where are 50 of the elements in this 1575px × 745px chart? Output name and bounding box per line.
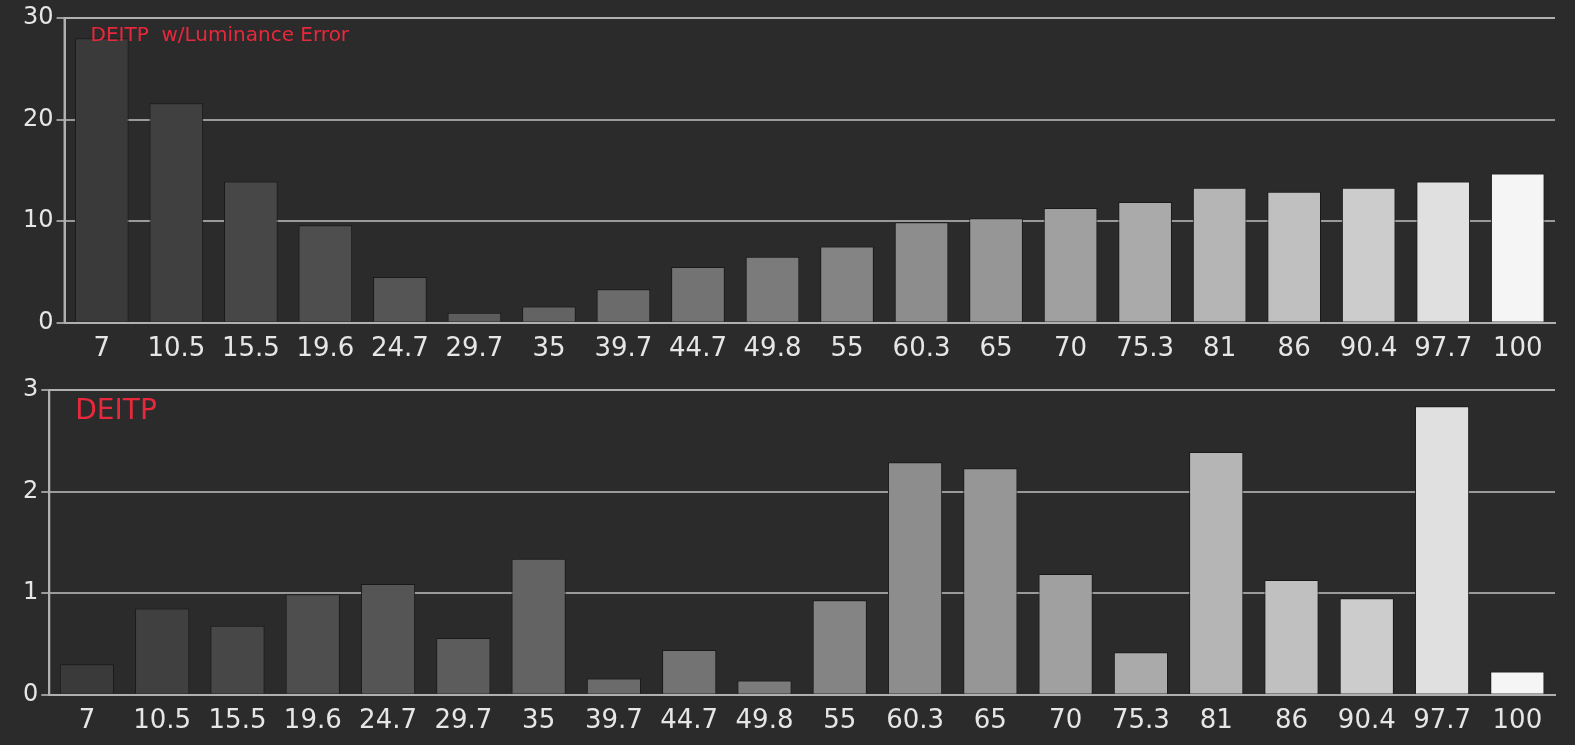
y-tick-label: 20 xyxy=(22,103,54,132)
x-tick-label: 10.5 xyxy=(147,332,206,363)
x-tick-label: 55 xyxy=(830,332,864,363)
x-tick-label: 90.4 xyxy=(1337,704,1396,735)
x-tick-label: 100 xyxy=(1492,704,1543,735)
x-tick-label: 97.7 xyxy=(1414,332,1473,363)
x-tick-label: 49.8 xyxy=(743,332,802,363)
x-tick-label: 29.7 xyxy=(445,332,504,363)
x-tick-label: 55 xyxy=(823,704,857,735)
x-tick-label: 35 xyxy=(522,704,556,735)
y-tick-label: 30 xyxy=(22,2,54,31)
x-tick-label: 24.7 xyxy=(359,704,417,735)
x-tick-label: 100 xyxy=(1492,332,1543,363)
x-tick-label: 81 xyxy=(1203,332,1237,363)
x-tick-label: 65 xyxy=(973,704,1007,735)
x-tick-label: 49.8 xyxy=(735,704,794,735)
x-tick-label: 60.3 xyxy=(892,332,951,363)
chart-title: DEITP w/Luminance Error xyxy=(90,22,350,47)
x-tick-label: 70 xyxy=(1049,704,1083,735)
x-tick-label: 86 xyxy=(1277,332,1311,363)
x-tick-label: 90.4 xyxy=(1339,332,1398,363)
y-tick-label: 1 xyxy=(22,577,39,606)
x-tick-label: 75.3 xyxy=(1111,704,1170,735)
x-tick-label: 44.7 xyxy=(669,332,727,363)
x-tick-label: 19.6 xyxy=(283,704,342,735)
y-tick-label: 0 xyxy=(38,307,54,336)
x-tick-label: 97.7 xyxy=(1413,704,1472,735)
x-tick-label: 86 xyxy=(1274,704,1309,735)
x-tick-label: 10.5 xyxy=(133,704,192,735)
x-tick-label: 35 xyxy=(532,332,566,363)
x-tick-label: 75.3 xyxy=(1116,332,1175,363)
y-tick-label: 3 xyxy=(22,374,39,403)
x-tick-label: 7 xyxy=(93,332,111,363)
y-tick-label: 0 xyxy=(22,679,39,708)
y-tick-label: 10 xyxy=(22,205,54,234)
x-tick-label: 70 xyxy=(1054,332,1088,363)
y-tick-label: 2 xyxy=(22,475,39,504)
chart-title: DEITP xyxy=(75,393,157,427)
x-tick-label: 39.7 xyxy=(584,704,643,735)
x-tick-label: 7 xyxy=(78,704,96,735)
x-tick-label: 44.7 xyxy=(660,704,719,735)
x-tick-label: 15.5 xyxy=(208,704,267,735)
x-tick-label: 39.7 xyxy=(594,332,653,363)
x-tick-label: 19.6 xyxy=(296,332,355,363)
x-tick-label: 29.7 xyxy=(434,704,493,735)
x-tick-label: 65 xyxy=(979,332,1013,363)
x-tick-label: 15.5 xyxy=(221,332,280,363)
x-tick-label: 81 xyxy=(1199,704,1233,735)
x-tick-label: 24.7 xyxy=(370,332,429,363)
x-tick-label: 60.3 xyxy=(886,704,945,735)
